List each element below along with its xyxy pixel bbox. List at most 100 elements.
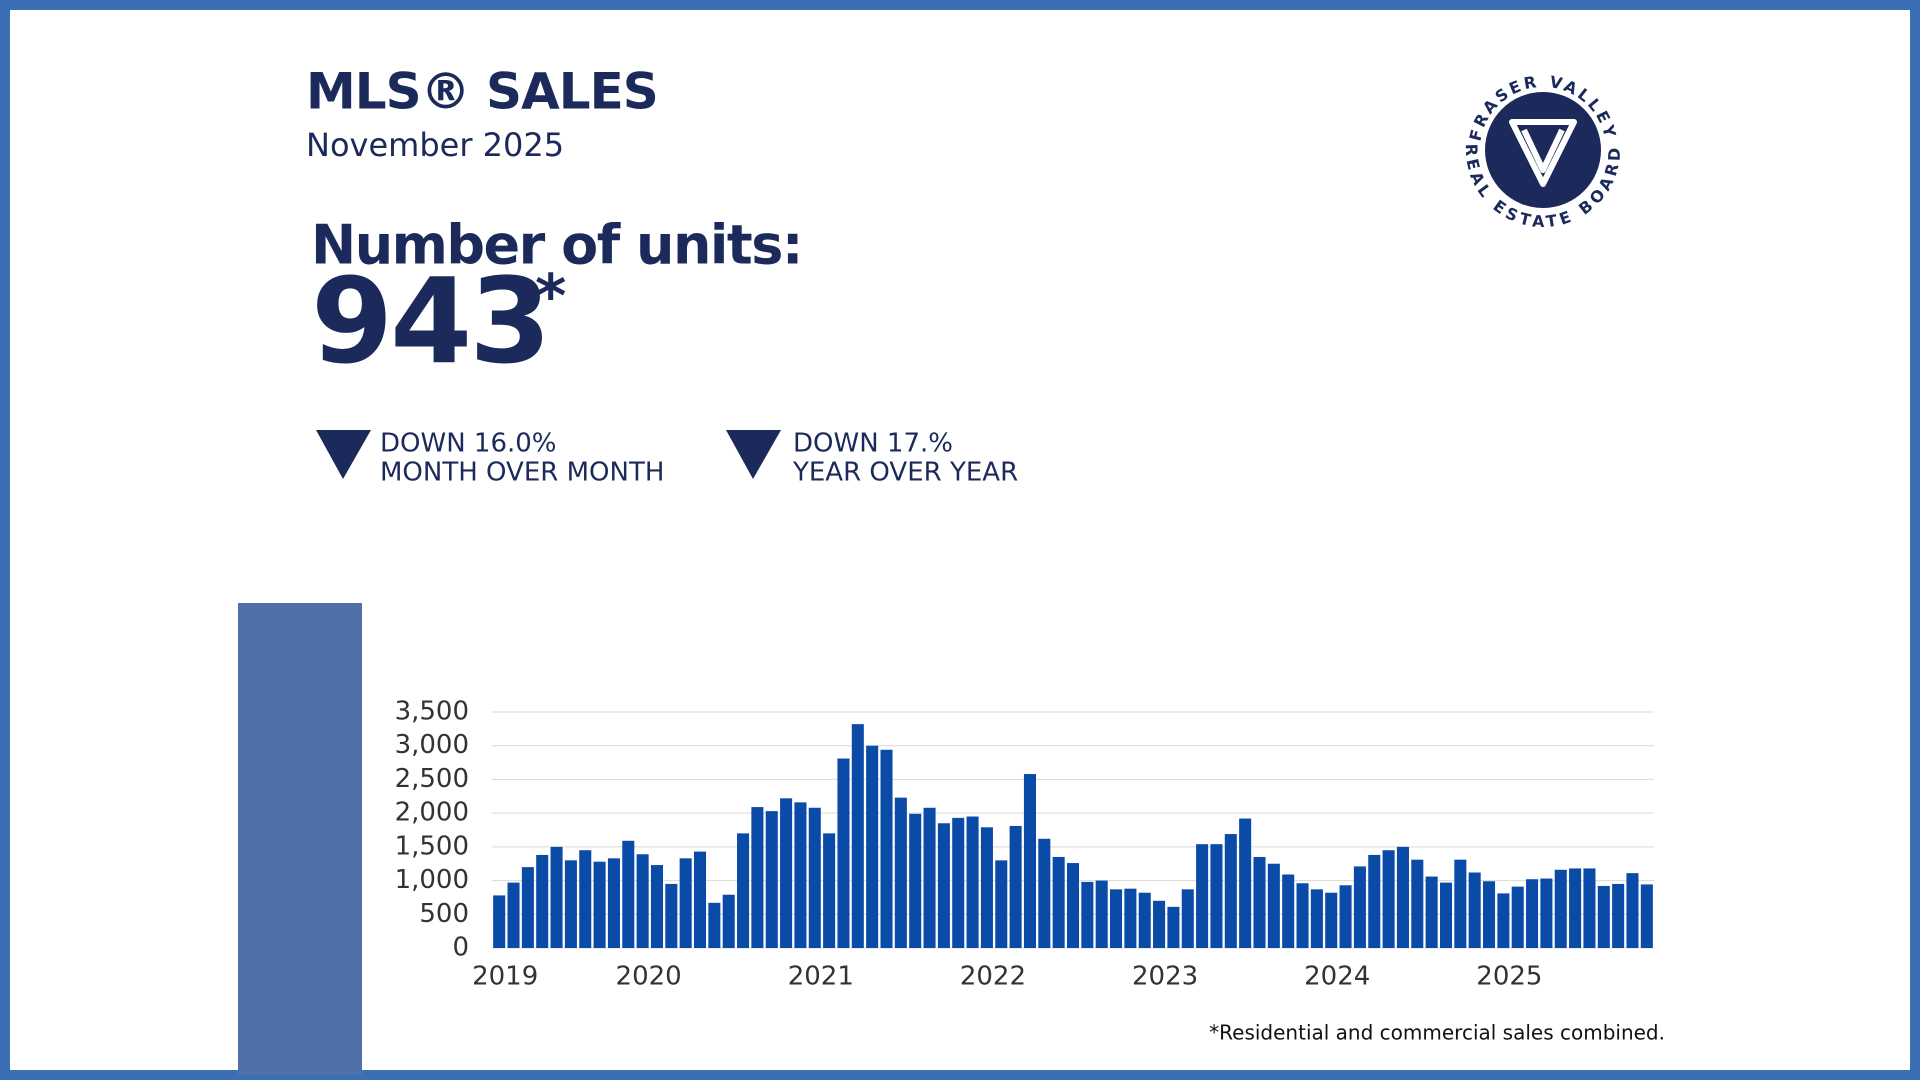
x-tick-label: 2020	[616, 962, 682, 992]
bar	[665, 883, 678, 948]
bar	[1396, 846, 1409, 948]
bar	[1540, 878, 1553, 948]
x-tick-label: 2019	[472, 962, 538, 992]
x-tick-label: 2022	[960, 962, 1026, 992]
side-bar	[238, 603, 362, 1075]
change-line1: DOWN 17.%	[793, 429, 953, 459]
bar	[765, 811, 778, 948]
bar	[1267, 863, 1280, 948]
logo: FRASER VALLEY REAL ESTATE BOARD	[1462, 71, 1620, 231]
bar	[1411, 859, 1424, 948]
bar	[837, 758, 850, 948]
bar	[937, 823, 950, 948]
bar	[1038, 838, 1051, 948]
bar	[1023, 774, 1036, 948]
bar	[1009, 825, 1022, 948]
change-line2: MONTH OVER MONTH	[380, 458, 664, 488]
bar	[1081, 881, 1094, 948]
bar	[823, 833, 836, 948]
x-tick-label: 2024	[1304, 962, 1370, 992]
bar	[1153, 900, 1166, 948]
bar	[880, 749, 893, 948]
bar	[1569, 868, 1582, 948]
bar	[521, 867, 534, 948]
bar	[1095, 880, 1108, 948]
bar	[780, 798, 793, 948]
bar	[1439, 882, 1453, 948]
bar	[1526, 879, 1539, 948]
logo-circle	[1485, 92, 1601, 208]
bar	[966, 816, 979, 948]
bar	[1210, 844, 1223, 948]
bar	[1425, 876, 1438, 948]
bar	[894, 797, 907, 948]
bar	[1482, 881, 1496, 948]
bar	[1196, 844, 1209, 948]
y-tick-label: 2,000	[395, 798, 469, 828]
bar	[1468, 872, 1481, 948]
y-tick-label: 0	[452, 933, 469, 963]
bar	[980, 827, 993, 948]
logo-mark	[1509, 119, 1577, 187]
subtitle: November 2025	[306, 126, 564, 164]
y-tick-label: 2,500	[395, 764, 469, 794]
bar	[536, 854, 549, 948]
bar	[722, 894, 735, 948]
bar	[493, 895, 506, 948]
bar	[1224, 834, 1237, 948]
bar	[794, 802, 807, 948]
bar	[650, 865, 664, 948]
bar	[1110, 889, 1123, 948]
x-tick-label: 2025	[1476, 962, 1542, 992]
bar	[808, 807, 821, 948]
bar	[1583, 868, 1596, 948]
x-tick-label: 2023	[1132, 962, 1198, 992]
bar	[622, 840, 635, 948]
y-tick-label: 3,000	[395, 730, 469, 760]
bar	[1339, 885, 1352, 948]
note-mark: *	[535, 262, 566, 332]
y-tick-label: 1,000	[395, 865, 469, 895]
bar	[1253, 856, 1266, 948]
bar	[1167, 906, 1180, 948]
bar	[923, 807, 936, 948]
bar	[579, 850, 592, 948]
y-tick-label: 3,500	[395, 697, 469, 727]
bar	[952, 817, 965, 948]
bar	[1239, 818, 1252, 948]
units-value: 943	[311, 252, 548, 390]
down-arrow	[316, 430, 371, 479]
title: MLS® SALES	[306, 63, 658, 121]
bar	[708, 902, 721, 948]
x-tick-label: 2021	[788, 962, 854, 992]
bar	[1052, 856, 1065, 948]
bar	[1640, 884, 1653, 948]
bar	[607, 858, 620, 948]
bar	[679, 858, 692, 948]
footnote: *Residential and commercial sales combin…	[1209, 1021, 1665, 1045]
bar	[1382, 850, 1395, 948]
bar	[866, 745, 879, 948]
bar	[1497, 893, 1510, 948]
bar	[636, 854, 649, 948]
y-tick-label: 1,500	[395, 831, 469, 861]
bar	[1353, 866, 1366, 948]
change-line2: YEAR OVER YEAR	[792, 458, 1018, 488]
bar	[1368, 854, 1381, 948]
bar	[737, 833, 750, 948]
bar	[1181, 889, 1194, 948]
bar	[1325, 892, 1338, 948]
bar	[1066, 863, 1080, 948]
down-arrow	[726, 430, 781, 479]
bar	[593, 861, 606, 948]
bar	[1554, 869, 1567, 948]
bar	[1138, 892, 1151, 948]
bar	[1597, 885, 1610, 948]
bar	[1282, 874, 1295, 948]
change-line1: DOWN 16.0%	[380, 429, 557, 459]
bar	[1511, 886, 1524, 948]
bar	[550, 846, 563, 948]
bar	[995, 860, 1008, 948]
bar	[1612, 883, 1625, 948]
